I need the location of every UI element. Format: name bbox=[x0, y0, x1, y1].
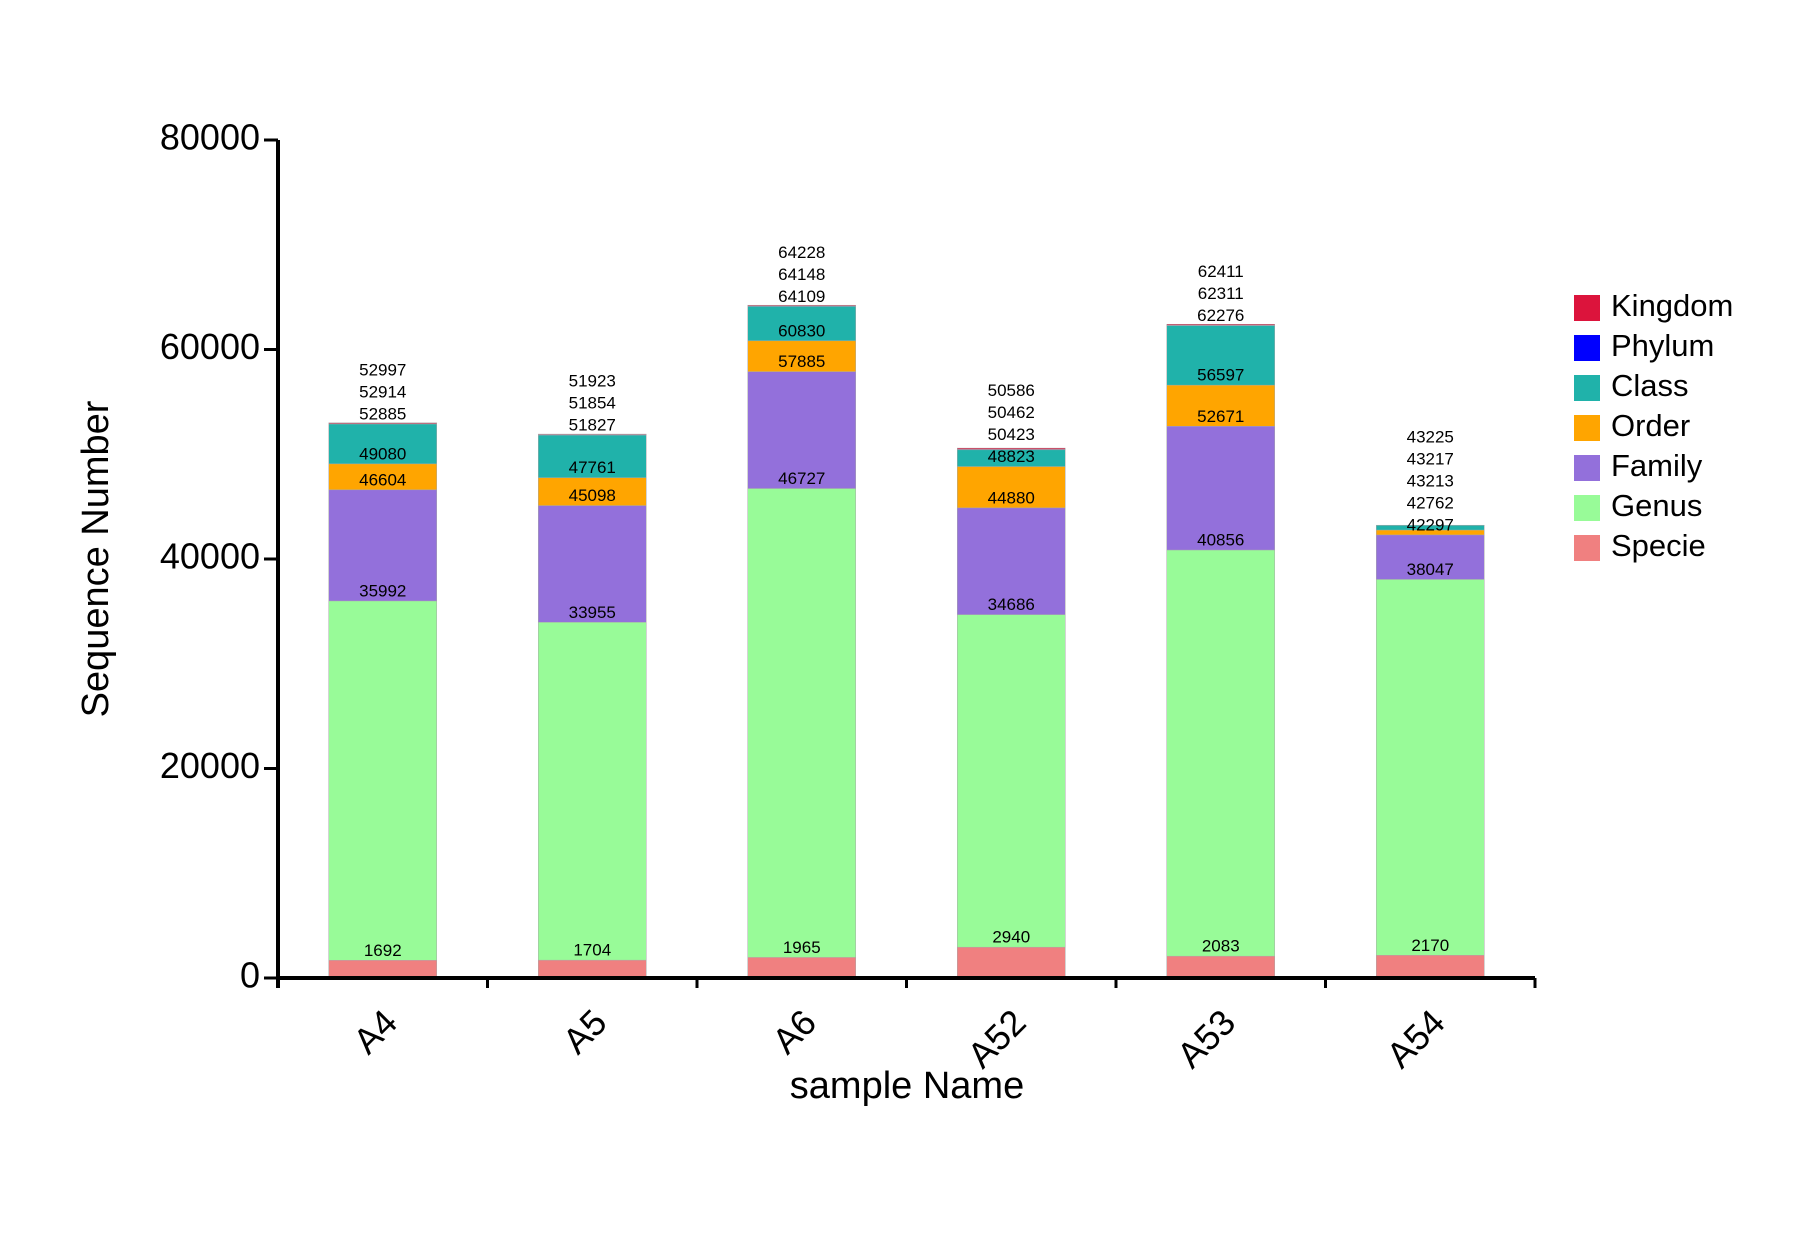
bar bbox=[747, 957, 856, 979]
value-label: 43213 bbox=[1407, 471, 1454, 490]
bar bbox=[538, 959, 647, 979]
value-label: 42297 bbox=[1407, 515, 1454, 534]
value-label: 48823 bbox=[988, 447, 1035, 466]
value-label: 46604 bbox=[359, 470, 406, 489]
value-label: 52997 bbox=[359, 361, 406, 380]
value-label: 62311 bbox=[1198, 284, 1244, 303]
value-label: 50462 bbox=[988, 403, 1035, 422]
legend-swatch bbox=[1574, 535, 1600, 561]
x-axis-title: sample Name bbox=[790, 1065, 1024, 1107]
bar bbox=[957, 614, 1066, 979]
value-label: 45098 bbox=[569, 486, 616, 505]
bar bbox=[957, 946, 1066, 979]
y-tick-label: 80000 bbox=[160, 117, 260, 158]
bar bbox=[538, 622, 647, 979]
y-tick-label: 0 bbox=[240, 955, 260, 996]
bar bbox=[1376, 955, 1485, 979]
value-label: 62411 bbox=[1198, 262, 1244, 281]
value-label: 57885 bbox=[778, 352, 825, 371]
value-label: 52914 bbox=[359, 383, 406, 402]
value-label: 51854 bbox=[569, 394, 616, 413]
value-label: 51923 bbox=[569, 372, 616, 391]
legend-swatch bbox=[1574, 495, 1600, 521]
legend-label: Family bbox=[1611, 448, 1703, 483]
value-label: 62276 bbox=[1197, 306, 1244, 325]
value-label: 50586 bbox=[988, 381, 1035, 400]
value-label: 1704 bbox=[573, 941, 611, 960]
x-tick-label: A53 bbox=[1169, 1001, 1243, 1075]
value-label: 52885 bbox=[359, 405, 406, 424]
value-label: 51827 bbox=[569, 416, 616, 435]
legend-swatch bbox=[1574, 415, 1600, 441]
value-label: 35992 bbox=[359, 581, 406, 600]
value-label: 46727 bbox=[778, 469, 825, 488]
value-label: 1692 bbox=[364, 941, 402, 960]
legend-swatch bbox=[1574, 455, 1600, 481]
value-label: 33955 bbox=[569, 603, 616, 622]
legend-label: Order bbox=[1611, 408, 1690, 443]
value-label: 43217 bbox=[1407, 449, 1454, 468]
legend-label: Class bbox=[1611, 368, 1689, 403]
x-tick-label: A4 bbox=[345, 1001, 405, 1061]
x-tick-label: A54 bbox=[1378, 1001, 1452, 1075]
value-label: 1965 bbox=[783, 938, 821, 957]
value-label: 43225 bbox=[1407, 427, 1454, 446]
value-label: 49080 bbox=[359, 444, 406, 463]
y-tick-label: 60000 bbox=[160, 326, 260, 367]
value-label: 2940 bbox=[992, 928, 1030, 947]
value-label: 2170 bbox=[1411, 936, 1449, 955]
bar bbox=[1376, 579, 1485, 979]
legend-label: Specie bbox=[1611, 528, 1706, 563]
bar bbox=[747, 488, 856, 979]
x-tick-label: A5 bbox=[554, 1001, 614, 1061]
value-label: 64109 bbox=[778, 287, 825, 306]
legend-swatch bbox=[1574, 335, 1600, 361]
value-label: 50423 bbox=[988, 425, 1035, 444]
legend-label: Phylum bbox=[1611, 328, 1714, 363]
legend-label: Kingdom bbox=[1611, 288, 1733, 323]
value-label: 64228 bbox=[778, 243, 825, 262]
bar bbox=[1166, 955, 1275, 979]
value-label: 44880 bbox=[988, 488, 1035, 507]
bar bbox=[1166, 549, 1275, 979]
bar bbox=[328, 600, 437, 979]
value-label: 47761 bbox=[569, 458, 616, 477]
value-label: 2083 bbox=[1202, 937, 1240, 956]
value-label: 52671 bbox=[1197, 407, 1244, 426]
value-label: 60830 bbox=[778, 321, 825, 340]
y-axis-title: Sequence Number bbox=[75, 400, 117, 717]
legend-label: Genus bbox=[1611, 488, 1702, 523]
value-label: 64148 bbox=[778, 265, 825, 284]
y-tick-label: 40000 bbox=[160, 536, 260, 577]
legend-swatch bbox=[1574, 375, 1600, 401]
value-label: 38047 bbox=[1407, 560, 1454, 579]
value-label: 40856 bbox=[1197, 531, 1244, 550]
legend-swatch bbox=[1574, 295, 1600, 321]
x-tick-label: A6 bbox=[764, 1001, 824, 1061]
bar bbox=[328, 960, 437, 979]
value-label: 56597 bbox=[1197, 366, 1244, 385]
y-tick-label: 20000 bbox=[160, 745, 260, 786]
value-label: 42762 bbox=[1407, 493, 1454, 512]
value-label: 34686 bbox=[988, 595, 1035, 614]
